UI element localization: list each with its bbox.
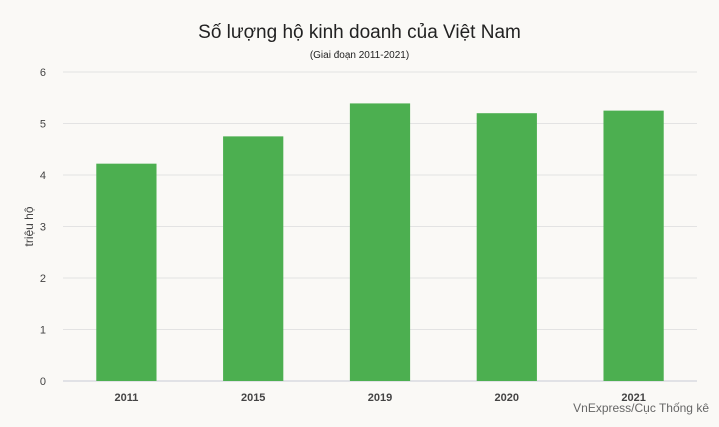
x-tick-label: 2021 — [621, 392, 645, 404]
y-tick-label: 0 — [40, 376, 46, 388]
x-tick-label: 2020 — [495, 392, 519, 404]
y-tick-label: 3 — [40, 222, 46, 234]
chart-subtitle: (Giai đoạn 2011-2021) — [309, 50, 410, 61]
bar — [223, 136, 284, 381]
y-tick-label: 2 — [40, 273, 46, 285]
bar — [603, 110, 664, 381]
y-axis-title: triệu hộ — [22, 206, 36, 246]
bar — [96, 163, 157, 381]
y-tick-label: 6 — [40, 67, 46, 79]
y-tick-label: 5 — [40, 119, 46, 131]
bar — [476, 113, 537, 381]
x-tick-label: 2019 — [368, 392, 392, 404]
bar — [349, 103, 411, 381]
y-tick-label: 1 — [40, 325, 46, 337]
x-tick-label: 2011 — [114, 392, 138, 404]
y-tick-label: 4 — [40, 170, 46, 182]
source-label: VnExpress/Cục Thống kê — [573, 401, 709, 415]
x-tick-label: 2015 — [241, 392, 265, 404]
chart-title: Số lượng hộ kinh doanh của Việt Nam — [198, 22, 521, 43]
